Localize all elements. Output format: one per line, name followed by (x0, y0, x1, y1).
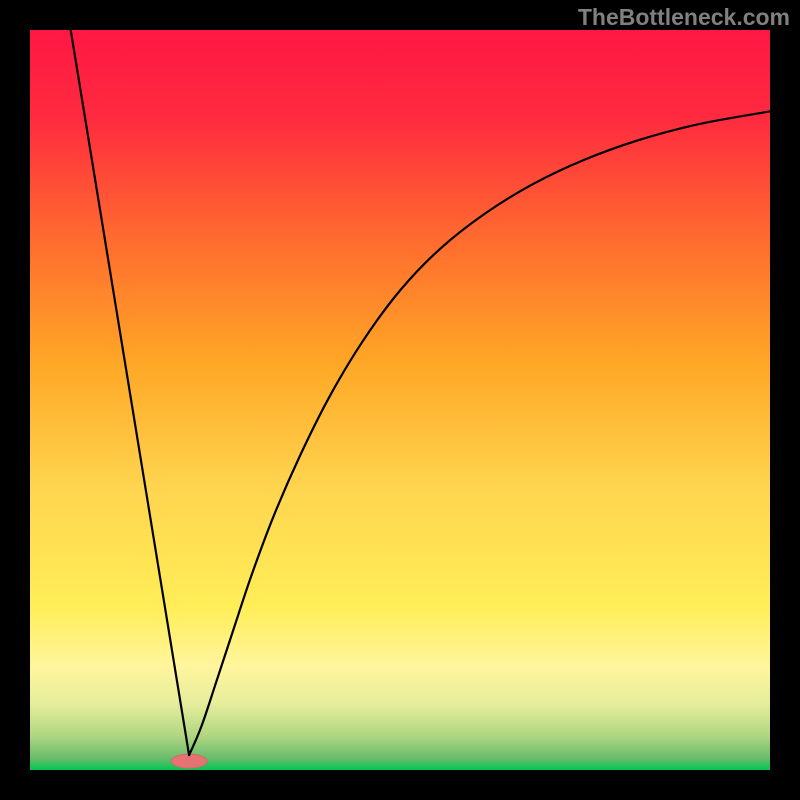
watermark-text: TheBottleneck.com (578, 4, 790, 31)
chart-frame: TheBottleneck.com (0, 0, 800, 800)
chart-background (30, 30, 770, 770)
chart-plot-area (30, 30, 770, 770)
chart-svg (30, 30, 770, 770)
